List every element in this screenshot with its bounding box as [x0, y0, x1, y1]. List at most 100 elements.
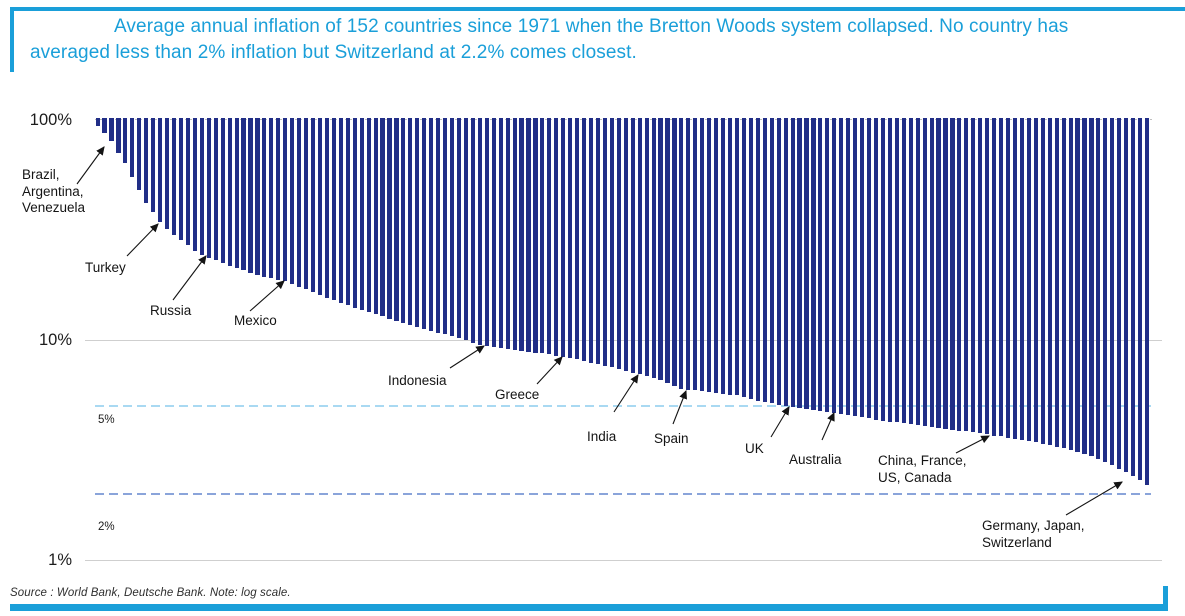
bar	[248, 118, 253, 273]
bar	[199, 118, 204, 256]
bar	[658, 118, 663, 381]
annotation-label: Russia	[150, 303, 192, 318]
annotation-label: Indonesia	[388, 373, 447, 388]
bar	[178, 118, 184, 240]
bar	[533, 118, 538, 353]
bar	[943, 118, 948, 429]
bar	[575, 118, 580, 359]
bar	[297, 118, 302, 287]
bar	[651, 118, 656, 379]
bar	[915, 118, 920, 426]
bar	[95, 118, 100, 126]
bar	[380, 118, 385, 317]
bar	[1103, 118, 1108, 462]
bar	[171, 118, 177, 236]
bar	[338, 118, 343, 303]
bar	[456, 118, 462, 339]
reference-line-2pct	[95, 493, 1151, 495]
bar	[1075, 118, 1080, 452]
bar	[449, 118, 455, 337]
bar	[401, 118, 406, 324]
bar	[887, 118, 892, 422]
bar	[811, 118, 816, 411]
annotation-label: Spain	[654, 431, 689, 446]
bar	[707, 118, 712, 393]
bar	[387, 118, 392, 319]
bar	[443, 118, 448, 335]
bar	[957, 118, 962, 431]
bar	[839, 118, 844, 415]
bar	[102, 118, 107, 134]
bar	[477, 118, 482, 345]
bar	[554, 118, 559, 356]
bar	[734, 118, 740, 396]
bar	[637, 118, 642, 375]
bar	[1026, 118, 1031, 441]
bar	[901, 118, 906, 424]
bar	[1144, 118, 1150, 485]
bar	[151, 118, 156, 213]
annotation-label: Turkey	[85, 260, 126, 275]
gridline-10pct	[85, 340, 1162, 341]
bar	[609, 118, 614, 368]
bar	[324, 118, 330, 298]
reference-line-5pct	[95, 405, 1151, 407]
bar	[853, 118, 858, 417]
bar	[623, 118, 628, 371]
bar	[373, 118, 378, 315]
bar	[783, 118, 788, 407]
bar	[1124, 118, 1129, 473]
bar	[283, 118, 288, 282]
ytick-2pct: 2%	[98, 521, 115, 533]
bar	[818, 118, 823, 412]
bar	[116, 118, 121, 153]
bar	[345, 118, 350, 306]
bar	[185, 118, 191, 246]
bar	[769, 118, 774, 404]
bar	[1061, 118, 1066, 449]
bar	[721, 118, 726, 394]
frame-top-accent	[10, 7, 1185, 11]
bar	[1082, 118, 1087, 455]
bar	[491, 118, 496, 347]
bar	[158, 118, 163, 222]
ytick-100pct: 100%	[29, 111, 72, 129]
bar	[234, 118, 239, 269]
bar	[1047, 118, 1052, 446]
bar	[1138, 118, 1143, 481]
bar	[846, 118, 851, 416]
bar	[540, 118, 545, 354]
bar	[227, 118, 232, 266]
bar	[929, 118, 934, 428]
bar	[262, 118, 267, 277]
bar	[130, 118, 135, 178]
bar	[123, 118, 128, 163]
bar	[165, 118, 170, 229]
annotation-label: Mexico	[234, 313, 277, 328]
bar	[331, 118, 336, 300]
bar	[873, 118, 879, 420]
bar	[776, 118, 781, 406]
bar	[498, 118, 503, 348]
frame-right-accent	[1163, 586, 1168, 611]
bar	[547, 118, 552, 355]
bar	[741, 118, 747, 398]
annotation-label: Greece	[495, 387, 540, 402]
bar	[512, 118, 517, 351]
bar	[665, 118, 670, 383]
bar	[1068, 118, 1073, 451]
bar	[290, 118, 295, 284]
bar	[269, 118, 274, 279]
bar	[832, 118, 837, 414]
bar	[595, 118, 601, 365]
bar	[866, 118, 872, 419]
bar	[748, 118, 753, 399]
bar	[950, 118, 955, 430]
bar	[992, 118, 997, 436]
bar	[964, 118, 969, 432]
bar	[894, 118, 899, 423]
bar	[693, 118, 698, 391]
bar	[366, 118, 371, 313]
annotation-label: Brazil, Argentina, Venezuela	[22, 167, 86, 215]
bar	[616, 118, 621, 369]
